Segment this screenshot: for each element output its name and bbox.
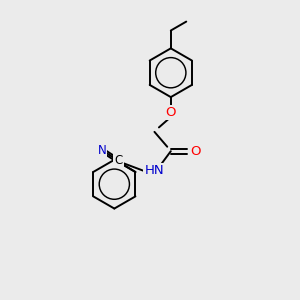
Text: O: O <box>190 145 200 158</box>
Text: N: N <box>98 143 106 157</box>
Text: O: O <box>166 106 176 119</box>
Text: C: C <box>114 154 122 167</box>
Text: HN: HN <box>145 164 164 177</box>
